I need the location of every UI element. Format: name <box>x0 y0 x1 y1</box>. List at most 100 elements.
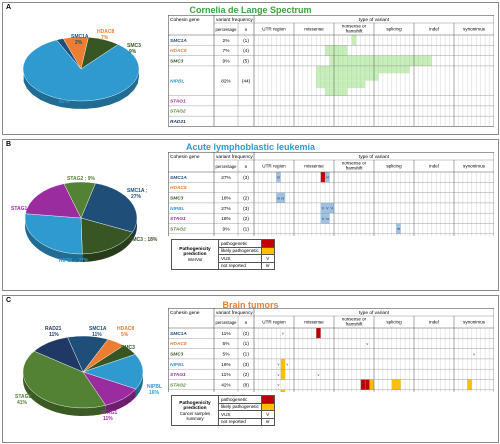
legend-label: VUS <box>218 410 262 419</box>
pie-slice-side-nipbl <box>23 68 139 109</box>
pie-label: 9% <box>129 49 137 55</box>
pie-label: SMC1A <box>89 326 107 332</box>
variant-cell-fill <box>414 55 419 66</box>
variant-percentage: 18% <box>221 216 231 222</box>
legend-mark-vus: V <box>260 254 275 263</box>
variant-cell-fill <box>369 65 374 74</box>
header-variant-type: synonimus <box>463 164 486 169</box>
table-grid: Cohesin gene variant frequency type of var… <box>168 15 495 127</box>
legend-label: pathogenetic <box>218 239 262 248</box>
variant-cell-fill <box>325 73 330 81</box>
variant-cell-fill <box>325 172 330 183</box>
variant-cell-fill <box>342 80 348 89</box>
variant-table-b: Cohesin gene variant frequency type of var… <box>168 152 495 245</box>
pathogenicity-legend-b: Pathogenicity prediction InterVar pathog… <box>171 239 275 270</box>
pie-label: NIPBL <box>147 384 162 390</box>
pie-label: 5% <box>121 332 129 338</box>
panel-title: Acute lymphoblastic leukemia <box>185 142 316 152</box>
header-variant-type: nonsense or <box>342 24 367 29</box>
header-variant-type: framshift <box>346 322 364 327</box>
header-variant-type: nonsense or <box>342 161 367 166</box>
pie-slice-side-smc3 <box>82 232 133 262</box>
variant-cell-fill <box>369 73 374 81</box>
variant-cell-fill <box>325 88 330 96</box>
gene-name-stag1: STAG1 <box>170 216 186 222</box>
pie-chart-b: STAG2 ; 9% SMC1A ; 27% STAG1 ; 18% SMC3 … <box>11 176 158 264</box>
variant-cell-fill <box>360 80 366 89</box>
pie-slice-side-stag1 <box>105 389 136 414</box>
variant-cell-fill <box>360 379 366 390</box>
variant-percentage: 9% <box>223 226 231 232</box>
variant-cell-fill <box>342 73 348 81</box>
legend-swatch-pathogenic <box>260 239 275 248</box>
variant-cell-fill <box>374 55 379 66</box>
pie-label: 82% <box>59 99 70 105</box>
pie-slice-smc3 <box>80 217 133 255</box>
variant-cell-fill <box>387 65 392 74</box>
variant-cell-fill <box>391 55 397 66</box>
variant-cell-fill <box>360 65 366 74</box>
gene-name-smc3: SMC3 <box>170 195 184 201</box>
panel-label: C <box>6 297 12 304</box>
variant-cell-fill <box>351 65 357 74</box>
legend-label: VUS <box>218 254 262 263</box>
variant-cell-fill <box>347 80 352 89</box>
pie-slice-rad21 <box>33 337 84 373</box>
variant-cell-fill <box>325 202 330 214</box>
pie-chart-c: RAD21 11% SMC1A 11% HDAC8 5% SMC3 5% NIP… <box>15 326 162 422</box>
variant-cell-fill <box>320 80 326 89</box>
variant-table-a: Cohesin gene variant frequency type of var… <box>168 15 495 136</box>
variant-cell-fill <box>356 65 361 74</box>
variant-cell-fill <box>396 379 401 390</box>
variant-cell-fill <box>316 65 321 74</box>
variant-cell-fill <box>334 55 339 66</box>
pie-slice-stag1 <box>25 183 82 219</box>
variant-cell-fill <box>391 379 397 390</box>
variant-cell-fill <box>342 88 348 96</box>
header-percentage: percentage <box>216 320 238 325</box>
variant-cell-fill <box>396 55 401 66</box>
gene-name-nipbl: NIPBL <box>170 78 184 84</box>
variant-cell-fill <box>374 73 379 81</box>
variant-cell-fill <box>320 213 326 224</box>
header-percentage: percentage <box>216 27 238 32</box>
legend-mark-not-reported: nr <box>260 261 275 270</box>
variant-percentage: 18% <box>221 195 231 201</box>
variant-mark: nr <box>277 176 281 180</box>
variant-cell-fill <box>382 55 388 66</box>
variant-cell-fill <box>320 172 326 183</box>
legend-label: pathogenetic <box>218 395 262 404</box>
pie-label: SMC3 <box>121 345 135 351</box>
pie-label: 11% <box>49 332 59 338</box>
variant-cell-fill <box>351 35 357 46</box>
pie-slice-side-smc1a <box>132 217 137 241</box>
header-variant-type: indel <box>429 164 439 169</box>
variant-percentage: 11% <box>221 372 231 378</box>
legend-label: likely pathogenetic <box>218 402 262 411</box>
variant-count: (2) <box>243 372 249 378</box>
legend-subheading: InterVar <box>187 257 203 262</box>
variant-cell-fill <box>280 358 286 370</box>
variant-count: (2) <box>243 216 249 222</box>
header-variant-type: UTR region <box>262 27 286 32</box>
pie-chart-a: SMC1A 2% HDAC8 7% SMC3 9% NIPBL 82% <box>22 29 141 109</box>
variant-cell-fill <box>351 73 357 81</box>
gene-name-stag1: STAG1 <box>170 98 186 104</box>
pie-label: STAG2 ; 9% <box>67 176 96 182</box>
pie-label: SMC3 ; 18% <box>129 237 158 243</box>
pie-label: 16% <box>149 390 160 396</box>
variant-cell-fill <box>325 45 330 56</box>
pie-label: SMC1A <box>71 34 89 40</box>
gene-name-hdac8: HDAC8 <box>170 185 187 191</box>
panel-b: B Acute lymphoblastic leukemia STAG2 ; 9… <box>2 139 499 291</box>
variant-cell-fill <box>338 55 343 66</box>
header-variant-type: synonimus <box>463 320 486 325</box>
variant-percentage: 7% <box>223 48 231 54</box>
variant-mark: v <box>317 373 319 377</box>
variant-cell-fill <box>365 73 370 81</box>
header-n: n <box>245 321 248 326</box>
pie-label: 27% <box>131 194 142 200</box>
header-type-of-variant: type of variant <box>359 154 390 160</box>
gene-name-hdac8: HDAC8 <box>170 48 187 54</box>
variant-cell-fill <box>365 65 370 74</box>
